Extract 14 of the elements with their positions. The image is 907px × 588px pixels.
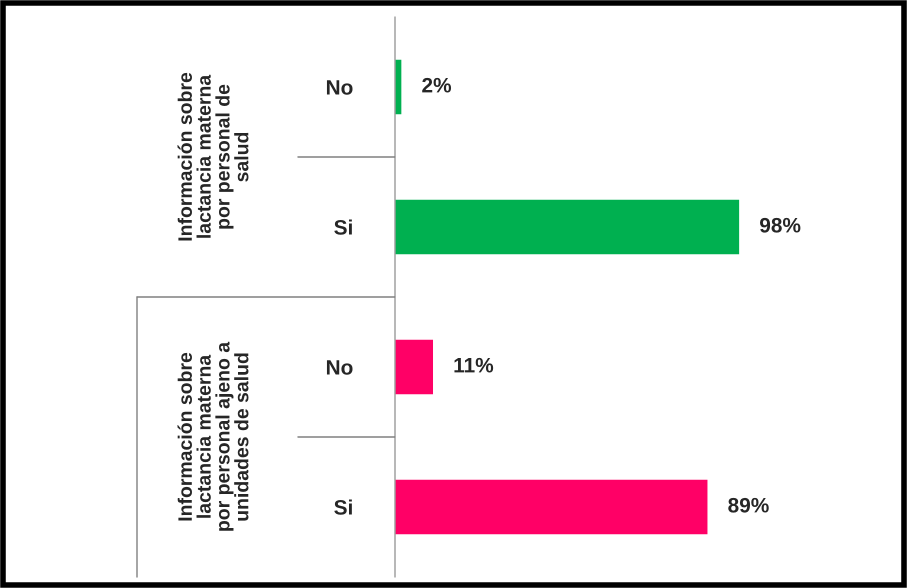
y-tick-label: No	[326, 80, 353, 95]
data-label: 89%	[728, 498, 769, 513]
y-tick-label: Si	[334, 499, 352, 515]
y-tick-label: No	[326, 360, 353, 375]
bar	[395, 478, 709, 536]
bar	[395, 58, 403, 116]
data-label: 11%	[454, 358, 494, 373]
bar	[395, 198, 741, 256]
data-label: 2%	[422, 78, 452, 93]
data-label: 98%	[760, 218, 800, 233]
y-tick-label: Si	[334, 219, 352, 235]
text: Información sobre lactancia materna por personal ajeno a unidades de salud	[178, 342, 248, 531]
text: Información sobre lactancia materna por personal de salud	[178, 72, 248, 241]
bar	[395, 338, 434, 396]
